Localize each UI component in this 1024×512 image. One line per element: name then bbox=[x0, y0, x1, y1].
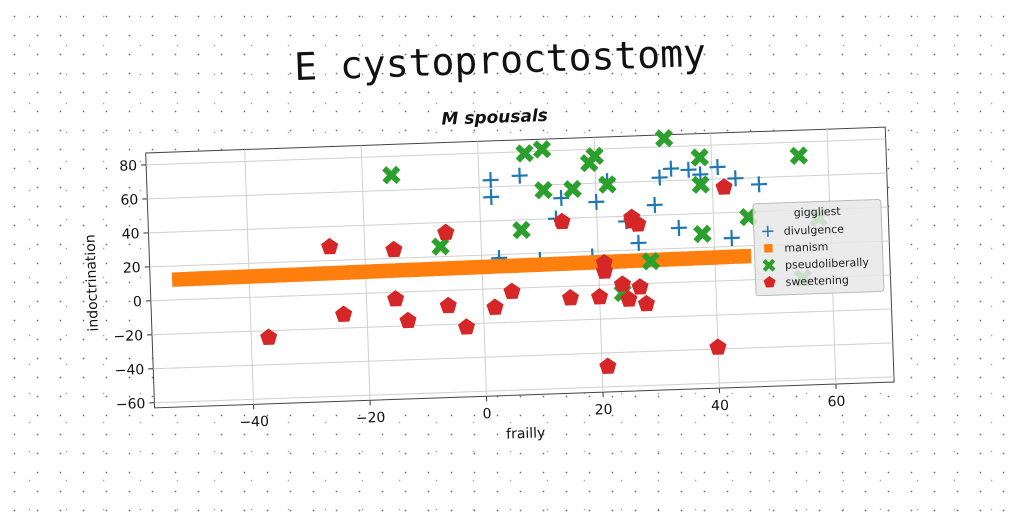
x-tick-label: −40 bbox=[239, 414, 269, 431]
sweetening-point bbox=[457, 318, 476, 335]
y-gridline bbox=[153, 342, 893, 370]
sweetening-point bbox=[715, 178, 733, 195]
y-gridline bbox=[152, 308, 892, 336]
divulgence-point bbox=[630, 234, 647, 251]
legend-marker-sweetening bbox=[763, 276, 776, 288]
sweetening-point bbox=[260, 328, 278, 345]
x-ticks: −40 −20 0 20 40 60 bbox=[239, 384, 846, 431]
divulgence-point bbox=[670, 219, 687, 236]
y-tick-label: 80 bbox=[119, 158, 137, 175]
divulgence-point bbox=[709, 159, 726, 176]
plot: M spousals −40 −20 0 20 40 60 −60 −40 −20 0 20 40 6… bbox=[82, 106, 895, 443]
series-manism bbox=[171, 248, 752, 287]
y-tick-label: 0 bbox=[133, 294, 142, 310]
y-tick-label: 20 bbox=[123, 260, 141, 277]
pseudoliberally-point bbox=[654, 129, 674, 148]
divulgence-point bbox=[662, 160, 679, 177]
sweetening-point bbox=[399, 311, 417, 329]
y-gridline bbox=[146, 138, 886, 166]
pseudoliberally-point bbox=[789, 146, 809, 165]
pseudoliberally-point bbox=[382, 165, 401, 185]
pseudoliberally-point bbox=[585, 146, 605, 166]
x-tick-label: 0 bbox=[482, 406, 491, 422]
manism-point bbox=[736, 248, 752, 264]
divulgence-point bbox=[588, 193, 605, 210]
sweetening-point bbox=[437, 223, 455, 241]
series-sweetening bbox=[260, 178, 733, 374]
legend-marker-divulgence bbox=[762, 225, 774, 237]
series-divulgence bbox=[482, 159, 767, 269]
y-ticks: −60 −40 −20 0 20 40 60 80 bbox=[113, 158, 155, 413]
divulgence-point bbox=[680, 161, 697, 178]
y-tick-label: 40 bbox=[121, 226, 139, 243]
divulgence-point bbox=[646, 196, 663, 213]
divulgence-point bbox=[651, 169, 668, 186]
legend-label-pseudoliberally: pseudoliberally bbox=[785, 256, 870, 272]
pseudoliberally-point bbox=[641, 251, 661, 271]
pseudoliberally-point bbox=[598, 175, 617, 194]
divulgence-point bbox=[692, 166, 709, 183]
x-axis-label: frailly bbox=[506, 425, 546, 442]
sweetening-point bbox=[321, 237, 339, 255]
y-gridline bbox=[154, 376, 894, 404]
legend-label-sweetening: sweetening bbox=[785, 274, 849, 289]
sweetening-point bbox=[503, 282, 521, 300]
sweetening-point bbox=[385, 240, 403, 258]
sweetening-point bbox=[486, 298, 504, 315]
divulgence-point bbox=[483, 189, 500, 206]
y-tick-label: −60 bbox=[116, 396, 146, 413]
legend-box bbox=[752, 198, 885, 297]
divulgence-point bbox=[482, 172, 499, 189]
chart-title: M spousals bbox=[441, 106, 548, 130]
sweetening-point bbox=[599, 357, 617, 374]
sweetening-point bbox=[553, 212, 571, 230]
sweetening-point bbox=[613, 275, 631, 292]
sweetening-point bbox=[590, 288, 609, 305]
y-tick-label: −40 bbox=[114, 362, 144, 379]
divulgence-point bbox=[723, 229, 740, 247]
legend-label-manism: manism bbox=[784, 240, 828, 255]
divulgence-point bbox=[727, 170, 744, 187]
divulgence-point bbox=[750, 176, 767, 193]
legend-marker-pseudoliberally bbox=[762, 258, 776, 272]
pseudoliberally-point bbox=[512, 220, 531, 240]
legend: giggliest divulgence manismpseudoliberally… bbox=[752, 198, 885, 297]
pseudoliberally-point bbox=[534, 180, 553, 200]
y-gridline bbox=[147, 172, 887, 200]
pseudoliberally-point bbox=[431, 237, 450, 256]
divulgence-point bbox=[553, 189, 570, 207]
pseudoliberally-point bbox=[532, 140, 552, 159]
data-marks bbox=[171, 129, 828, 374]
x-tick-label: −20 bbox=[356, 410, 386, 427]
y-tick-label: −20 bbox=[113, 328, 143, 345]
y-axis-label: indoctrination bbox=[82, 234, 101, 332]
sweetening-point bbox=[595, 262, 613, 279]
sweetening-point bbox=[439, 296, 457, 314]
legend-title: giggliest bbox=[793, 205, 841, 220]
y-tick-label: 60 bbox=[120, 192, 138, 209]
sweetening-point bbox=[637, 294, 655, 312]
x-tick-label: 60 bbox=[827, 394, 845, 411]
pseudoliberally-point bbox=[690, 148, 710, 167]
sweetening-point bbox=[620, 290, 638, 307]
pseudoliberally-point bbox=[563, 179, 582, 199]
pseudoliberally-point bbox=[515, 144, 534, 163]
sweetening-point bbox=[629, 215, 647, 232]
sweetening-point bbox=[561, 289, 580, 306]
legend-label-divulgence: divulgence bbox=[784, 223, 845, 238]
sweetening-point bbox=[631, 278, 649, 295]
sweetening-point bbox=[709, 338, 727, 355]
divulgence-point bbox=[511, 167, 528, 184]
sweetening-point bbox=[335, 305, 353, 322]
x-tick-label: 20 bbox=[594, 402, 612, 419]
pseudoliberally-point bbox=[691, 175, 710, 194]
pseudoliberally-point bbox=[693, 224, 712, 244]
legend-marker-manism bbox=[764, 243, 773, 253]
sweetening-point bbox=[387, 290, 405, 307]
x-tick-label: 40 bbox=[711, 398, 729, 415]
